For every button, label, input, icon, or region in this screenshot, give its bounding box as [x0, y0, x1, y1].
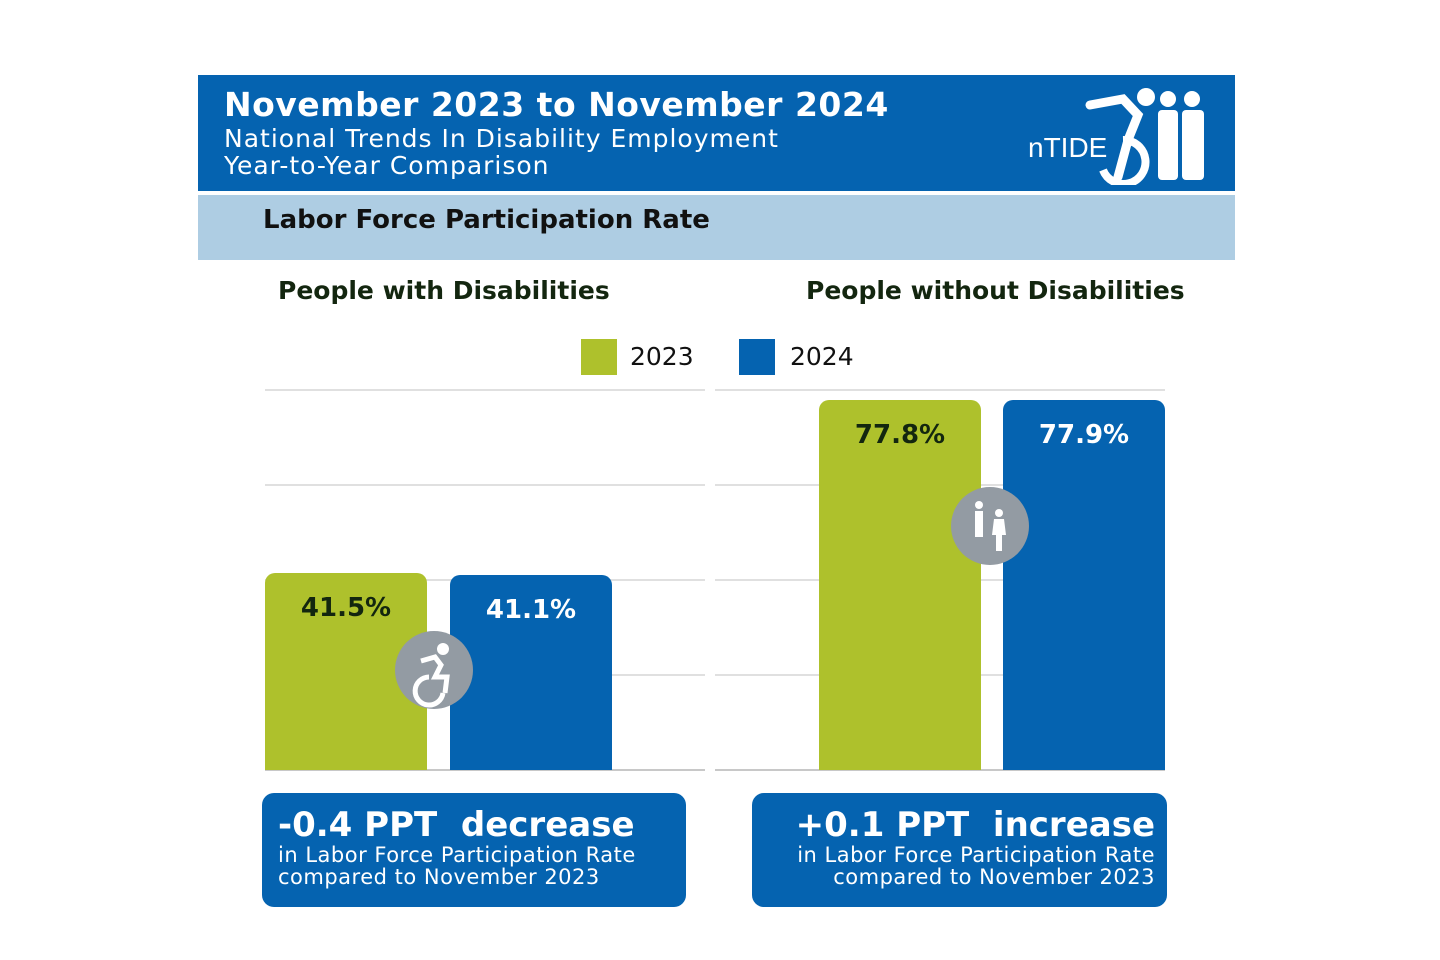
- summary-line1: in Labor Force Participation Rate: [797, 843, 1155, 867]
- bar-2023: [819, 400, 981, 770]
- chart-title-without-disabilities: People without Disabilities: [806, 276, 1185, 305]
- summary-box-without-disabilities: +0.1 PPT increase in Labor Force Partici…: [752, 793, 1167, 907]
- data-label-2023: 41.5%: [300, 592, 392, 623]
- chart-title-with-disabilities: People with Disabilities: [278, 276, 610, 305]
- gridline: [715, 769, 1165, 771]
- subtitle-2: Year-to-Year Comparison: [224, 151, 550, 180]
- ntide-logo-icon: nTIDE: [1028, 88, 1204, 185]
- summary-headline: -0.4 PPT decrease: [278, 805, 635, 845]
- wheelchair-icon: [395, 631, 473, 709]
- data-label-2024: 41.1%: [485, 594, 577, 625]
- header-banner: November 2023 to November 2024 National …: [198, 75, 1235, 191]
- data-label-2023: 77.8%: [854, 420, 946, 451]
- legend-label-2024: 2024: [790, 342, 854, 371]
- legend-swatch-2024: [739, 339, 775, 375]
- people-icon: [951, 487, 1029, 565]
- data-label-2024: 77.9%: [1038, 419, 1130, 450]
- page-title: November 2023 to November 2024: [224, 85, 889, 124]
- gridline: [265, 389, 705, 391]
- svg-text:nTIDE: nTIDE: [1028, 132, 1107, 163]
- section-band: Labor Force Participation Rate: [198, 195, 1235, 260]
- bar-2024: [1003, 399, 1165, 770]
- summary-box-with-disabilities: -0.4 PPT decrease in Labor Force Partici…: [262, 793, 686, 907]
- subtitle: National Trends In Disability Employment: [224, 124, 779, 153]
- gridline: [265, 769, 705, 771]
- summary-line2: compared to November 2023: [278, 865, 600, 889]
- summary-headline: +0.1 PPT increase: [795, 805, 1155, 845]
- gridline: [265, 484, 705, 486]
- legend-label-2023: 2023: [630, 342, 694, 371]
- section-title: Labor Force Participation Rate: [263, 205, 710, 235]
- bar-2024: [450, 574, 612, 770]
- gridline: [715, 389, 1165, 391]
- summary-line2: compared to November 2023: [833, 865, 1155, 889]
- legend-swatch-2023: [581, 339, 617, 375]
- summary-line1: in Labor Force Participation Rate: [278, 843, 636, 867]
